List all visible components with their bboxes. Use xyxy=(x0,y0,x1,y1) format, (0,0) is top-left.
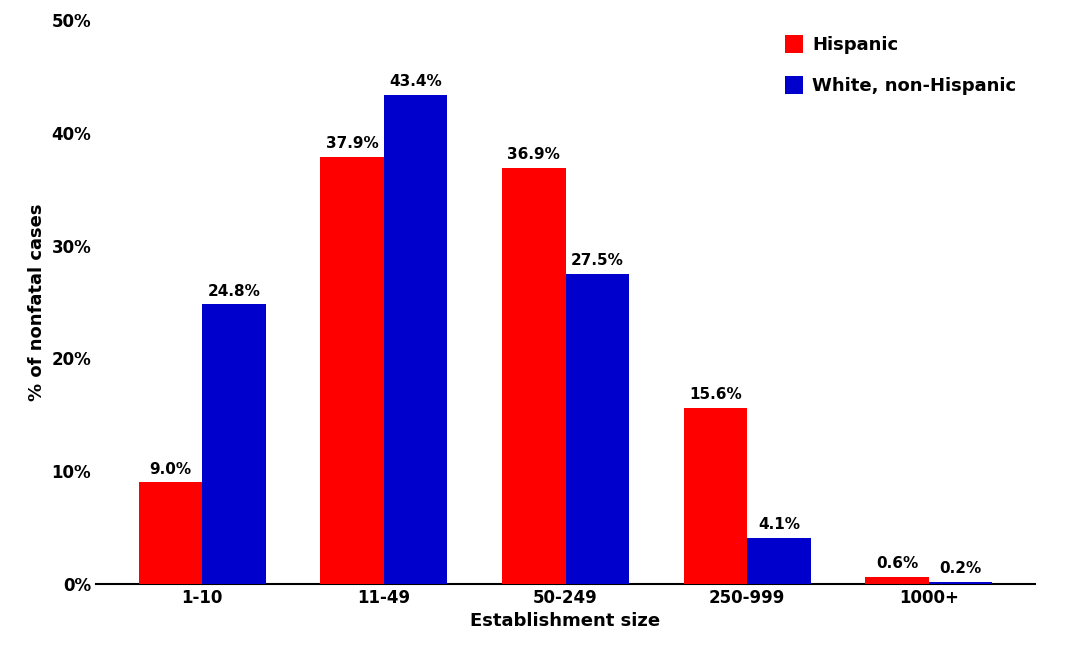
Text: 0.6%: 0.6% xyxy=(876,556,918,572)
Y-axis label: % of nonfatal cases: % of nonfatal cases xyxy=(28,203,46,401)
Text: 37.9%: 37.9% xyxy=(325,136,379,151)
Text: 24.8%: 24.8% xyxy=(208,284,260,299)
Bar xyxy=(139,482,203,584)
Text: 27.5%: 27.5% xyxy=(571,253,624,268)
X-axis label: Establishment size: Establishment size xyxy=(471,612,660,630)
Bar xyxy=(865,577,928,584)
Bar xyxy=(384,95,447,584)
Bar xyxy=(320,156,384,584)
Bar xyxy=(684,408,747,584)
Bar xyxy=(203,304,266,584)
Text: 43.4%: 43.4% xyxy=(389,74,442,89)
Legend: Hispanic, White, non-Hispanic: Hispanic, White, non-Hispanic xyxy=(785,35,1017,95)
Bar xyxy=(747,537,811,584)
Text: 4.1%: 4.1% xyxy=(758,517,800,532)
Bar xyxy=(501,168,566,584)
Bar xyxy=(566,274,630,584)
Text: 0.2%: 0.2% xyxy=(939,561,982,576)
Text: 15.6%: 15.6% xyxy=(689,387,742,403)
Text: 36.9%: 36.9% xyxy=(507,147,560,162)
Bar xyxy=(928,582,992,584)
Text: 9.0%: 9.0% xyxy=(149,462,192,476)
